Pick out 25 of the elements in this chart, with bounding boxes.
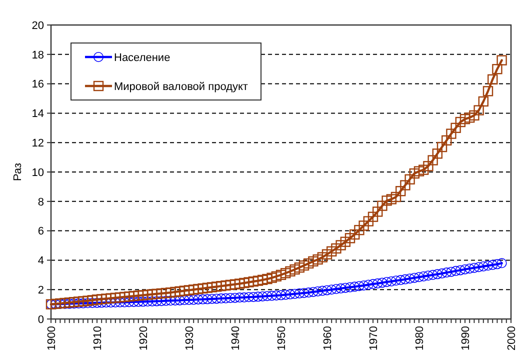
y-tick-label: 0 xyxy=(38,314,44,326)
x-tick-label: 1990 xyxy=(460,326,472,350)
x-tick-label: 1900 xyxy=(46,326,58,350)
y-tick-label: 16 xyxy=(32,78,44,91)
x-tick-label: 1970 xyxy=(368,326,380,350)
x-tick-label: 1960 xyxy=(322,326,334,350)
legend-label: Население xyxy=(114,52,170,64)
y-tick-label: 2 xyxy=(38,284,44,296)
y-tick-label: 20 xyxy=(32,20,44,32)
y-tick-label: 8 xyxy=(38,196,44,208)
y-tick-label: 4 xyxy=(38,255,44,268)
y-axis-title: Раз xyxy=(12,162,24,182)
x-tick-label: 2000 xyxy=(506,326,518,350)
y-tick-label: 12 xyxy=(32,137,44,150)
y-tick-label: 18 xyxy=(32,49,44,62)
x-tick-label: 1940 xyxy=(230,326,242,350)
x-tick-label: 1920 xyxy=(138,326,150,350)
legend-label: Мировой валовой продукт xyxy=(114,80,248,93)
x-tick-label: 1930 xyxy=(184,326,196,350)
x-tick-label: 1910 xyxy=(92,326,104,350)
y-tick-label: 6 xyxy=(38,226,44,238)
x-tick-label: 1950 xyxy=(276,326,288,350)
y-tick-label: 14 xyxy=(32,108,44,120)
x-tick-label: 1980 xyxy=(414,326,426,350)
y-tick-label: 10 xyxy=(32,166,44,179)
